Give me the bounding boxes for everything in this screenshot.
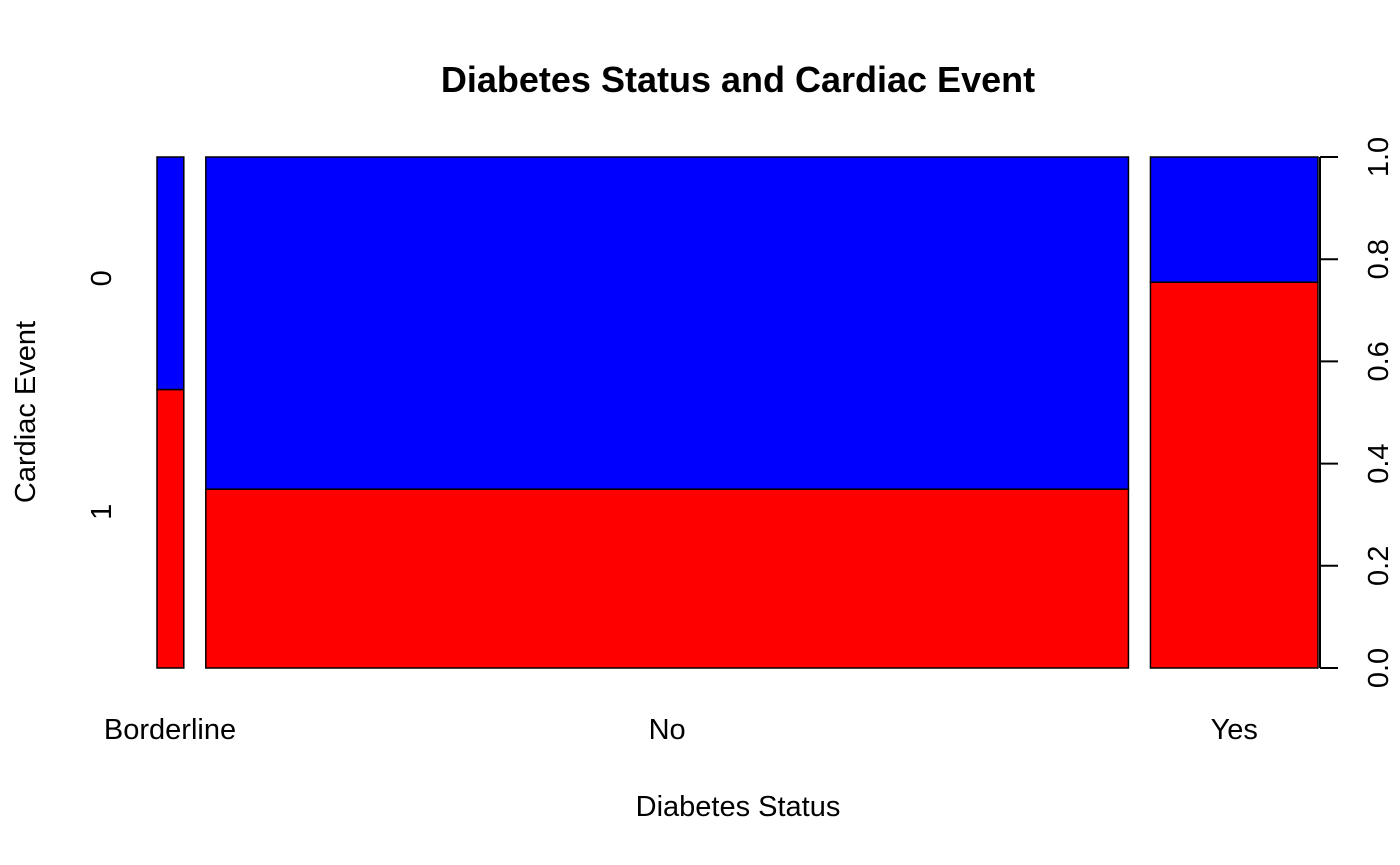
y-axis-label: Cardiac Event [10, 321, 42, 503]
cell-yes-0 [1149, 156, 1319, 283]
right-axis-tick-label: 0.2 [1363, 546, 1395, 586]
cell-yes-1 [1149, 281, 1319, 669]
y-level-label-0: 0 [86, 270, 118, 286]
right-axis: 0.0 0.2 0.4 0.6 0.8 1.0 [1319, 137, 1395, 688]
mosaic-cells [156, 156, 1319, 669]
y-level-labels: 01 [86, 270, 118, 520]
cell-borderline-1 [156, 388, 185, 669]
x-axis-label: Diabetes Status [636, 791, 841, 823]
cell-borderline-0 [156, 156, 185, 391]
right-axis-tick-label: 0.8 [1363, 239, 1395, 279]
chart-title: Diabetes Status and Cardiac Event [441, 59, 1035, 100]
x-tick-label-borderline: Borderline [104, 714, 236, 746]
cell-no-0 [205, 156, 1130, 490]
x-tick-label-no: No [649, 714, 686, 746]
right-axis-tick-label: 0.6 [1363, 341, 1395, 381]
right-axis-tick-label: 0.4 [1363, 443, 1395, 483]
x-tick-label-yes: Yes [1211, 714, 1258, 746]
x-category-labels: Borderline No Yes [104, 714, 1258, 746]
right-axis-tick-label: 0.0 [1363, 648, 1395, 688]
y-level-label-1: 1 [86, 504, 118, 520]
right-axis-tick-label: 1.0 [1363, 137, 1395, 177]
cell-no-1 [205, 488, 1130, 669]
